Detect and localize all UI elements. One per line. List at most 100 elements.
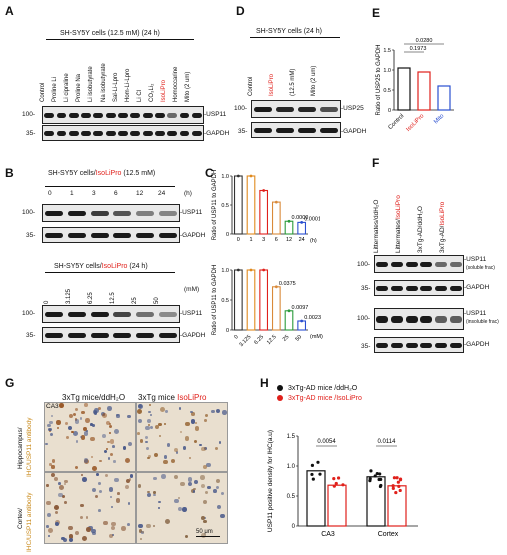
blot-band — [135, 210, 155, 216]
stained-cell — [51, 459, 56, 463]
legend-label: 3xTg-AD mice /IsoLiPro — [288, 395, 362, 402]
stained-cell — [59, 403, 64, 408]
stained-cell — [214, 447, 219, 451]
panel-a-lane-10: IsoLiPro — [161, 79, 167, 102]
blot-band — [320, 127, 338, 133]
panel-b-marker-100-bottom: 100- — [22, 310, 36, 317]
stained-cell — [216, 409, 221, 414]
panel-a-usp11-blot — [42, 106, 204, 124]
blot-band — [105, 112, 116, 118]
stained-cell — [47, 534, 50, 537]
panel-b-marker-35-bottom: 35- — [26, 332, 36, 339]
bar-3.125 — [246, 269, 256, 331]
stained-cell — [182, 506, 187, 512]
blot-band — [44, 112, 55, 118]
stained-cell — [179, 431, 182, 434]
panel-b-time-line — [45, 186, 175, 187]
blot-band — [191, 130, 202, 136]
blot-band — [435, 285, 447, 291]
blot-band — [45, 210, 64, 216]
bar-24 — [297, 221, 307, 235]
stained-cell — [64, 421, 68, 425]
blot-band — [67, 210, 87, 216]
panel-d-marker-35: 35- — [238, 128, 248, 135]
panel-f-lane-2: 3xTg-AD/ddH₂O — [417, 206, 424, 253]
stained-cell — [110, 525, 116, 530]
panel-f-marker-100-insoluble: 100- — [357, 315, 371, 322]
stained-cell — [163, 459, 168, 465]
data-point-0 — [236, 174, 240, 178]
panel-a-lane-5: Na isobutyrate — [100, 63, 107, 102]
stained-cell — [175, 451, 179, 454]
panel-d-lane-2: (12.5 mM) — [290, 68, 296, 96]
bar-Control — [397, 67, 411, 111]
stained-cell — [211, 409, 215, 414]
data-point-12.5 — [274, 285, 278, 289]
stained-cell — [117, 492, 120, 495]
chart-h: 3xTg-AD mice /ddH₂O 3xTg-AD mice /IsoLiPr… — [267, 385, 418, 538]
blot-band — [420, 261, 433, 267]
panel-f-band-gapdh-soluble: -GAPDH — [464, 284, 490, 291]
stained-cell — [158, 500, 161, 504]
stained-cell — [194, 425, 200, 431]
stained-cell — [178, 407, 182, 410]
p-value-label: 0.0280 — [416, 38, 433, 44]
blot-band — [142, 130, 153, 136]
stained-cell — [99, 459, 102, 463]
blot-band — [158, 332, 177, 338]
ihc-image-ca3-ddh2o — [44, 402, 136, 472]
stained-cell — [108, 422, 112, 426]
stained-cell — [68, 526, 73, 531]
stained-cell — [108, 424, 112, 428]
bar-IsoLiPro — [417, 71, 431, 111]
bar-Mito — [437, 85, 451, 111]
stained-cell — [127, 502, 131, 505]
x-tick-label: 3.125 — [238, 334, 252, 348]
panel-b-time-5: 24 — [158, 190, 166, 197]
stained-cell — [108, 487, 114, 492]
x-tick-label: Control — [387, 113, 405, 131]
panel-b-header-bottom-drug: IsoLiPro — [101, 263, 128, 270]
stained-cell — [202, 499, 208, 505]
stained-cell — [177, 506, 183, 512]
stained-cell — [45, 442, 48, 446]
panel-a-header: SH-SY5Y cells (12.5 mM) (24 h) — [60, 30, 160, 37]
panel-g-row1-label: Hippocampus/ — [17, 427, 24, 469]
stained-cell — [126, 522, 130, 526]
panel-b-header-top: SH-SY5Y cells/IsoLiPro (12.5 mM) — [48, 170, 155, 177]
stained-cell — [64, 483, 67, 486]
stained-cell — [178, 497, 181, 500]
blot-band — [93, 112, 104, 118]
panel-b-time-3: 6 — [114, 190, 118, 197]
blot-band — [135, 232, 155, 238]
data-point — [368, 477, 372, 481]
stained-cell — [145, 440, 148, 444]
stained-cell — [81, 410, 85, 415]
stained-cell — [90, 436, 95, 441]
stained-cell — [54, 504, 59, 510]
bar-Cortex-1 — [387, 485, 407, 527]
panel-letter-c: C — [205, 166, 214, 180]
stained-cell — [149, 426, 153, 430]
panel-b-dose-1: 3.125 — [66, 288, 72, 304]
panel-b-dose-0: 0 — [44, 300, 50, 304]
stained-cell — [83, 458, 89, 464]
blot-band — [93, 130, 104, 136]
bar-CA3-0 — [306, 470, 326, 527]
stained-cell — [79, 435, 83, 439]
stained-cell — [140, 537, 143, 540]
axis-xlabel: (mM) — [310, 334, 323, 340]
blot-band — [113, 332, 132, 338]
y-tick-label: 1.5 — [383, 48, 391, 54]
data-point — [332, 484, 336, 488]
bar-6.25 — [259, 269, 269, 331]
stained-cell — [142, 531, 145, 534]
stained-cell — [125, 478, 130, 483]
panel-b-band-gapdh-top: -GAPDH — [180, 232, 206, 239]
stained-cell — [101, 412, 107, 418]
stained-cell — [137, 409, 143, 415]
stained-cell — [51, 473, 56, 478]
blot-band — [158, 232, 177, 238]
stained-cell — [199, 443, 202, 447]
stained-cell — [205, 490, 209, 495]
